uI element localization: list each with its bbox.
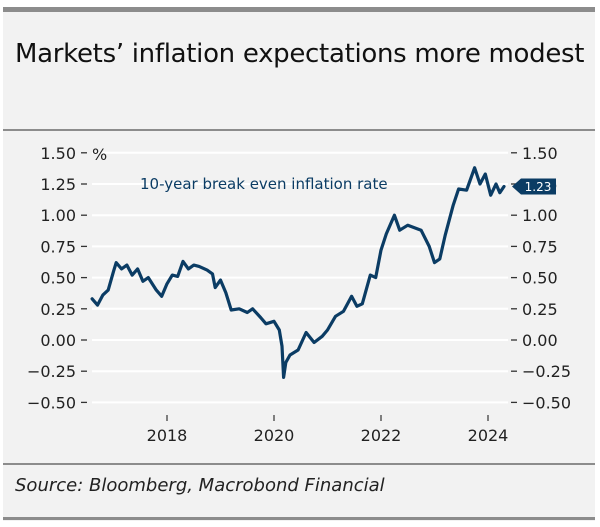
y-tick-label-right: 1.00 xyxy=(522,206,558,225)
y-tick-label-left: 1.00 xyxy=(40,206,76,225)
y-axis-left: 1.50 1.25 1.00 0.75 0.50 0.25 0.00 −0.25 −0.50 xyxy=(27,144,87,412)
x-tick-label: 2020 xyxy=(254,426,295,445)
series-group xyxy=(90,166,506,379)
y-tick-label-left: 1.25 xyxy=(40,175,76,194)
y-tick-label-left: −0.50 xyxy=(27,393,76,412)
x-tick-label: 2018 xyxy=(147,426,188,445)
y-tick-label-right: −0.25 xyxy=(522,362,571,381)
y-tick-label-left: 0.00 xyxy=(40,331,76,350)
bottom-border xyxy=(3,517,595,520)
source-divider xyxy=(3,463,595,465)
series-annotation: 10-year break even inflation rate xyxy=(140,175,388,193)
y-tick-label-right: −0.50 xyxy=(522,393,571,412)
last-value-marker xyxy=(512,178,556,195)
chart-title: Markets’ inflation expectations more mod… xyxy=(15,39,585,69)
x-tick-label: 2022 xyxy=(361,426,402,445)
y-tick-label-left: 1.50 xyxy=(40,144,76,163)
y-unit-label: % xyxy=(92,145,107,164)
y-tick-label-left: −0.25 xyxy=(27,362,76,381)
last-value-badge: 1.23 xyxy=(512,178,556,195)
y-tick-label-right: 0.50 xyxy=(522,269,558,288)
y-tick-label-right: 0.75 xyxy=(522,237,558,256)
y-tick-label-left: 0.25 xyxy=(40,300,76,319)
y-tick-label-right: 1.50 xyxy=(522,144,558,163)
y-tick-label-left: 0.75 xyxy=(40,237,76,256)
top-border xyxy=(3,7,595,12)
x-axis: 2018 2020 2022 2024 xyxy=(147,415,509,445)
y-axis-right: 1.501.251.000.750.500.250.00−0.25−0.50 xyxy=(511,144,571,412)
series-line-breakeven xyxy=(90,166,506,379)
source-note: Source: Bloomberg, Macrobond Financial xyxy=(15,475,385,496)
gridlines xyxy=(92,151,508,404)
y-tick-label-right: 0.00 xyxy=(522,331,558,350)
chart-panel: Markets’ inflation expectations more mod… xyxy=(3,7,595,521)
y-tick-label-right: 0.25 xyxy=(522,300,558,319)
x-tick-label: 2024 xyxy=(468,426,509,445)
last-value-label: 1.23 xyxy=(525,180,552,194)
title-divider xyxy=(3,129,595,131)
y-tick-label-left: 0.50 xyxy=(40,269,76,288)
